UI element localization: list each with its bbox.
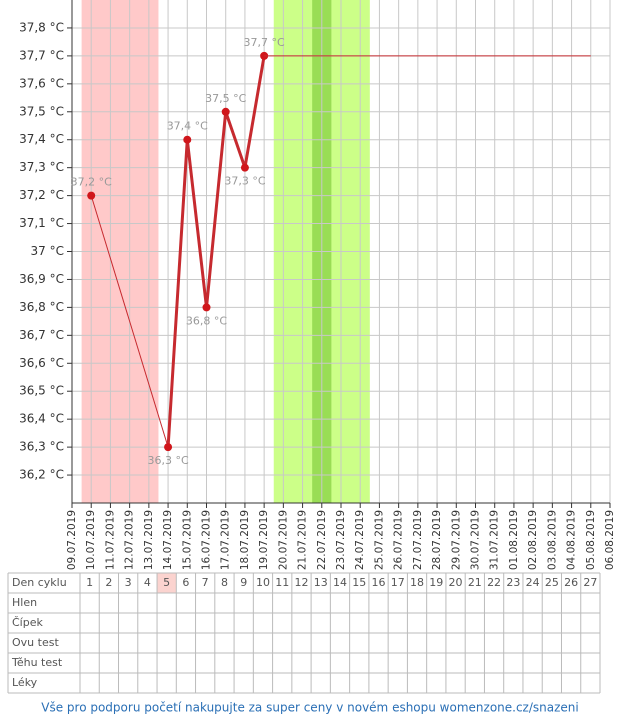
day-number: 4 (144, 576, 151, 589)
x-tick-label: 05.08.2019 (585, 510, 597, 570)
y-tick-label: 37,3 °C (19, 160, 64, 174)
data-label: 37,5 °C (205, 92, 246, 105)
row-label: Hlen (12, 596, 37, 609)
data-point (183, 135, 192, 144)
x-tick-label: 30.07.2019 (470, 510, 482, 570)
highlighted-day (157, 573, 177, 593)
x-tick-label: 01.08.2019 (508, 510, 520, 570)
row-label: Ovu test (12, 636, 59, 649)
y-tick-label: 36,6 °C (19, 356, 64, 370)
data-point (221, 107, 230, 116)
day-number: 8 (221, 576, 228, 589)
day-number: 5 (163, 576, 170, 589)
day-number: 11 (275, 576, 289, 589)
day-number: 21 (468, 576, 482, 589)
y-tick-label: 36,2 °C (19, 468, 64, 482)
data-label: 36,8 °C (186, 314, 227, 327)
x-tick-label: 16.07.2019 (201, 510, 213, 570)
y-tick-label: 37 °C (31, 244, 64, 258)
day-number: 20 (449, 576, 463, 589)
x-tick-label: 27.07.2019 (412, 510, 424, 570)
y-tick-label: 37,4 °C (19, 132, 64, 146)
y-tick-label: 37,6 °C (19, 76, 64, 90)
day-number: 22 (487, 576, 501, 589)
day-number: 1 (86, 576, 93, 589)
gap-connector (90, 195, 169, 448)
x-tick-label: 28.07.2019 (431, 510, 443, 570)
x-tick-label: 24.07.2019 (354, 510, 366, 570)
y-tick-label: 37,7 °C (19, 48, 64, 62)
day-number: 27 (583, 576, 597, 589)
x-tick-label: 23.07.2019 (335, 510, 347, 570)
data-point (164, 443, 173, 452)
x-tick-label: 06.08.2019 (604, 510, 616, 570)
x-tick-label: 13.07.2019 (143, 510, 155, 570)
data-point (87, 191, 96, 200)
day-number: 9 (240, 576, 247, 589)
x-tick-label: 29.07.2019 (450, 510, 462, 570)
data-point (240, 163, 249, 172)
x-tick-label: 04.08.2019 (566, 510, 578, 570)
y-tick-label: 37,1 °C (19, 216, 64, 230)
x-tick-label: 09.07.2019 (66, 510, 78, 570)
y-tick-label: 37,2 °C (19, 188, 64, 202)
x-tick-label: 19.07.2019 (258, 510, 270, 570)
row-label: Těhu test (11, 656, 63, 669)
y-tick-label: 36,9 °C (19, 272, 64, 286)
day-number: 23 (506, 576, 520, 589)
day-number: 24 (526, 576, 540, 589)
x-tick-label: 02.08.2019 (527, 510, 539, 570)
x-tick-label: 12.07.2019 (124, 510, 136, 570)
day-number: 12 (294, 576, 308, 589)
day-number: 19 (429, 576, 443, 589)
day-number: 15 (352, 576, 366, 589)
data-label: 37,2 °C (71, 176, 112, 189)
day-number: 25 (545, 576, 559, 589)
data-label: 37,3 °C (224, 175, 265, 188)
x-tick-label: 31.07.2019 (489, 510, 501, 570)
y-tick-label: 36,7 °C (19, 328, 64, 342)
data-label: 37,4 °C (167, 120, 208, 133)
x-tick-label: 18.07.2019 (239, 510, 251, 570)
x-tick-label: 10.07.2019 (85, 510, 97, 570)
day-number: 10 (256, 576, 270, 589)
x-tick-label: 25.07.2019 (373, 510, 385, 570)
x-tick-label: 15.07.2019 (181, 510, 193, 570)
day-number: 7 (202, 576, 209, 589)
day-number: 18 (410, 576, 424, 589)
y-tick-label: 36,5 °C (19, 384, 64, 398)
y-tick-label: 37,8 °C (19, 20, 64, 34)
row-label: Čípek (12, 616, 43, 629)
day-number: 17 (391, 576, 405, 589)
x-tick-label: 21.07.2019 (297, 510, 309, 570)
x-tick-label: 14.07.2019 (162, 510, 174, 570)
x-tick-label: 03.08.2019 (546, 510, 558, 570)
day-number: 6 (182, 576, 189, 589)
day-number: 3 (125, 576, 132, 589)
day-number: 16 (372, 576, 386, 589)
row-label: Léky (12, 676, 38, 689)
x-tick-label: 26.07.2019 (393, 510, 405, 570)
data-point (202, 303, 211, 312)
x-tick-label: 11.07.2019 (104, 510, 116, 570)
data-label: 37,7 °C (244, 36, 285, 49)
series-line (166, 55, 266, 448)
y-tick-label: 36,8 °C (19, 300, 64, 314)
row-label: Den cyklu (12, 576, 67, 589)
day-number: 13 (314, 576, 328, 589)
day-number: 14 (333, 576, 347, 589)
x-tick-label: 17.07.2019 (220, 510, 232, 570)
day-number: 26 (564, 576, 578, 589)
x-tick-label: 20.07.2019 (277, 510, 289, 570)
y-tick-label: 36,4 °C (19, 412, 64, 426)
day-number: 2 (105, 576, 112, 589)
y-tick-label: 36,3 °C (19, 440, 64, 454)
footer-link[interactable]: Vše pro podporu početí nakupujte za supe… (41, 701, 578, 715)
data-label: 36,3 °C (147, 454, 188, 467)
y-tick-label: 37,5 °C (19, 104, 64, 118)
x-tick-label: 22.07.2019 (316, 510, 328, 570)
